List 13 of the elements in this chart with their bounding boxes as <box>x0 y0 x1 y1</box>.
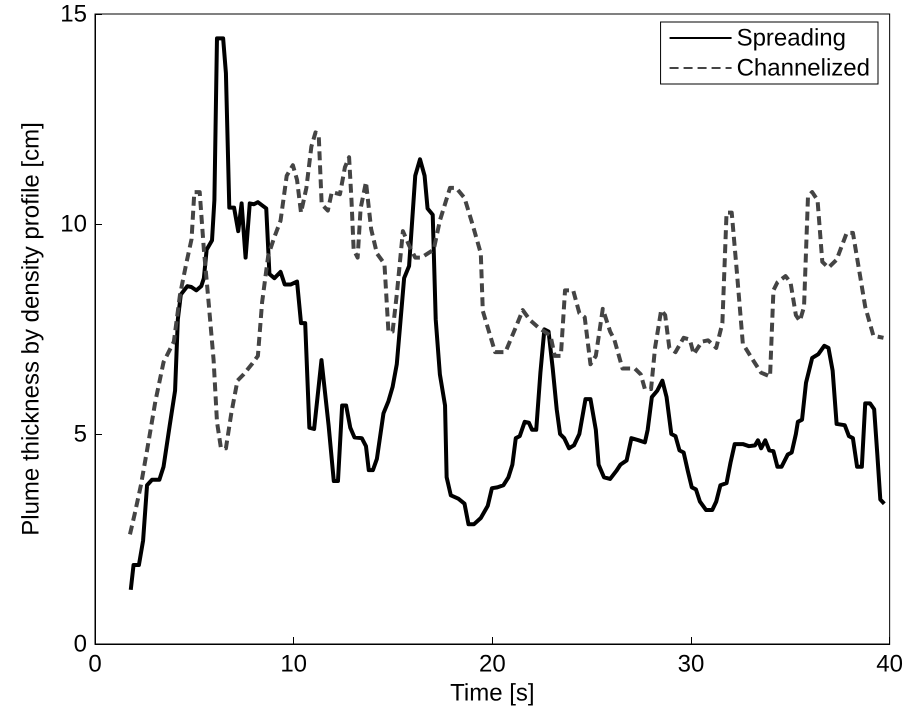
x-tick-label: 20 <box>478 650 506 678</box>
y-tick-label: 5 <box>74 420 87 448</box>
y-tick-label: 10 <box>60 210 87 238</box>
x-tick-label: 30 <box>678 650 704 678</box>
x-tick-label: 10 <box>280 650 308 678</box>
x-tick-label: 40 <box>876 650 904 678</box>
y-axis-title: Plume thickness by density profile [cm] <box>18 122 44 536</box>
y-tick-label: 15 <box>60 0 87 28</box>
legend-label: Spreading <box>736 24 846 52</box>
x-axis-title: Time [s] <box>450 679 535 706</box>
legend-label: Channelized <box>736 54 870 82</box>
y-tick-label: 0 <box>74 630 87 658</box>
line-series <box>128 130 886 536</box>
